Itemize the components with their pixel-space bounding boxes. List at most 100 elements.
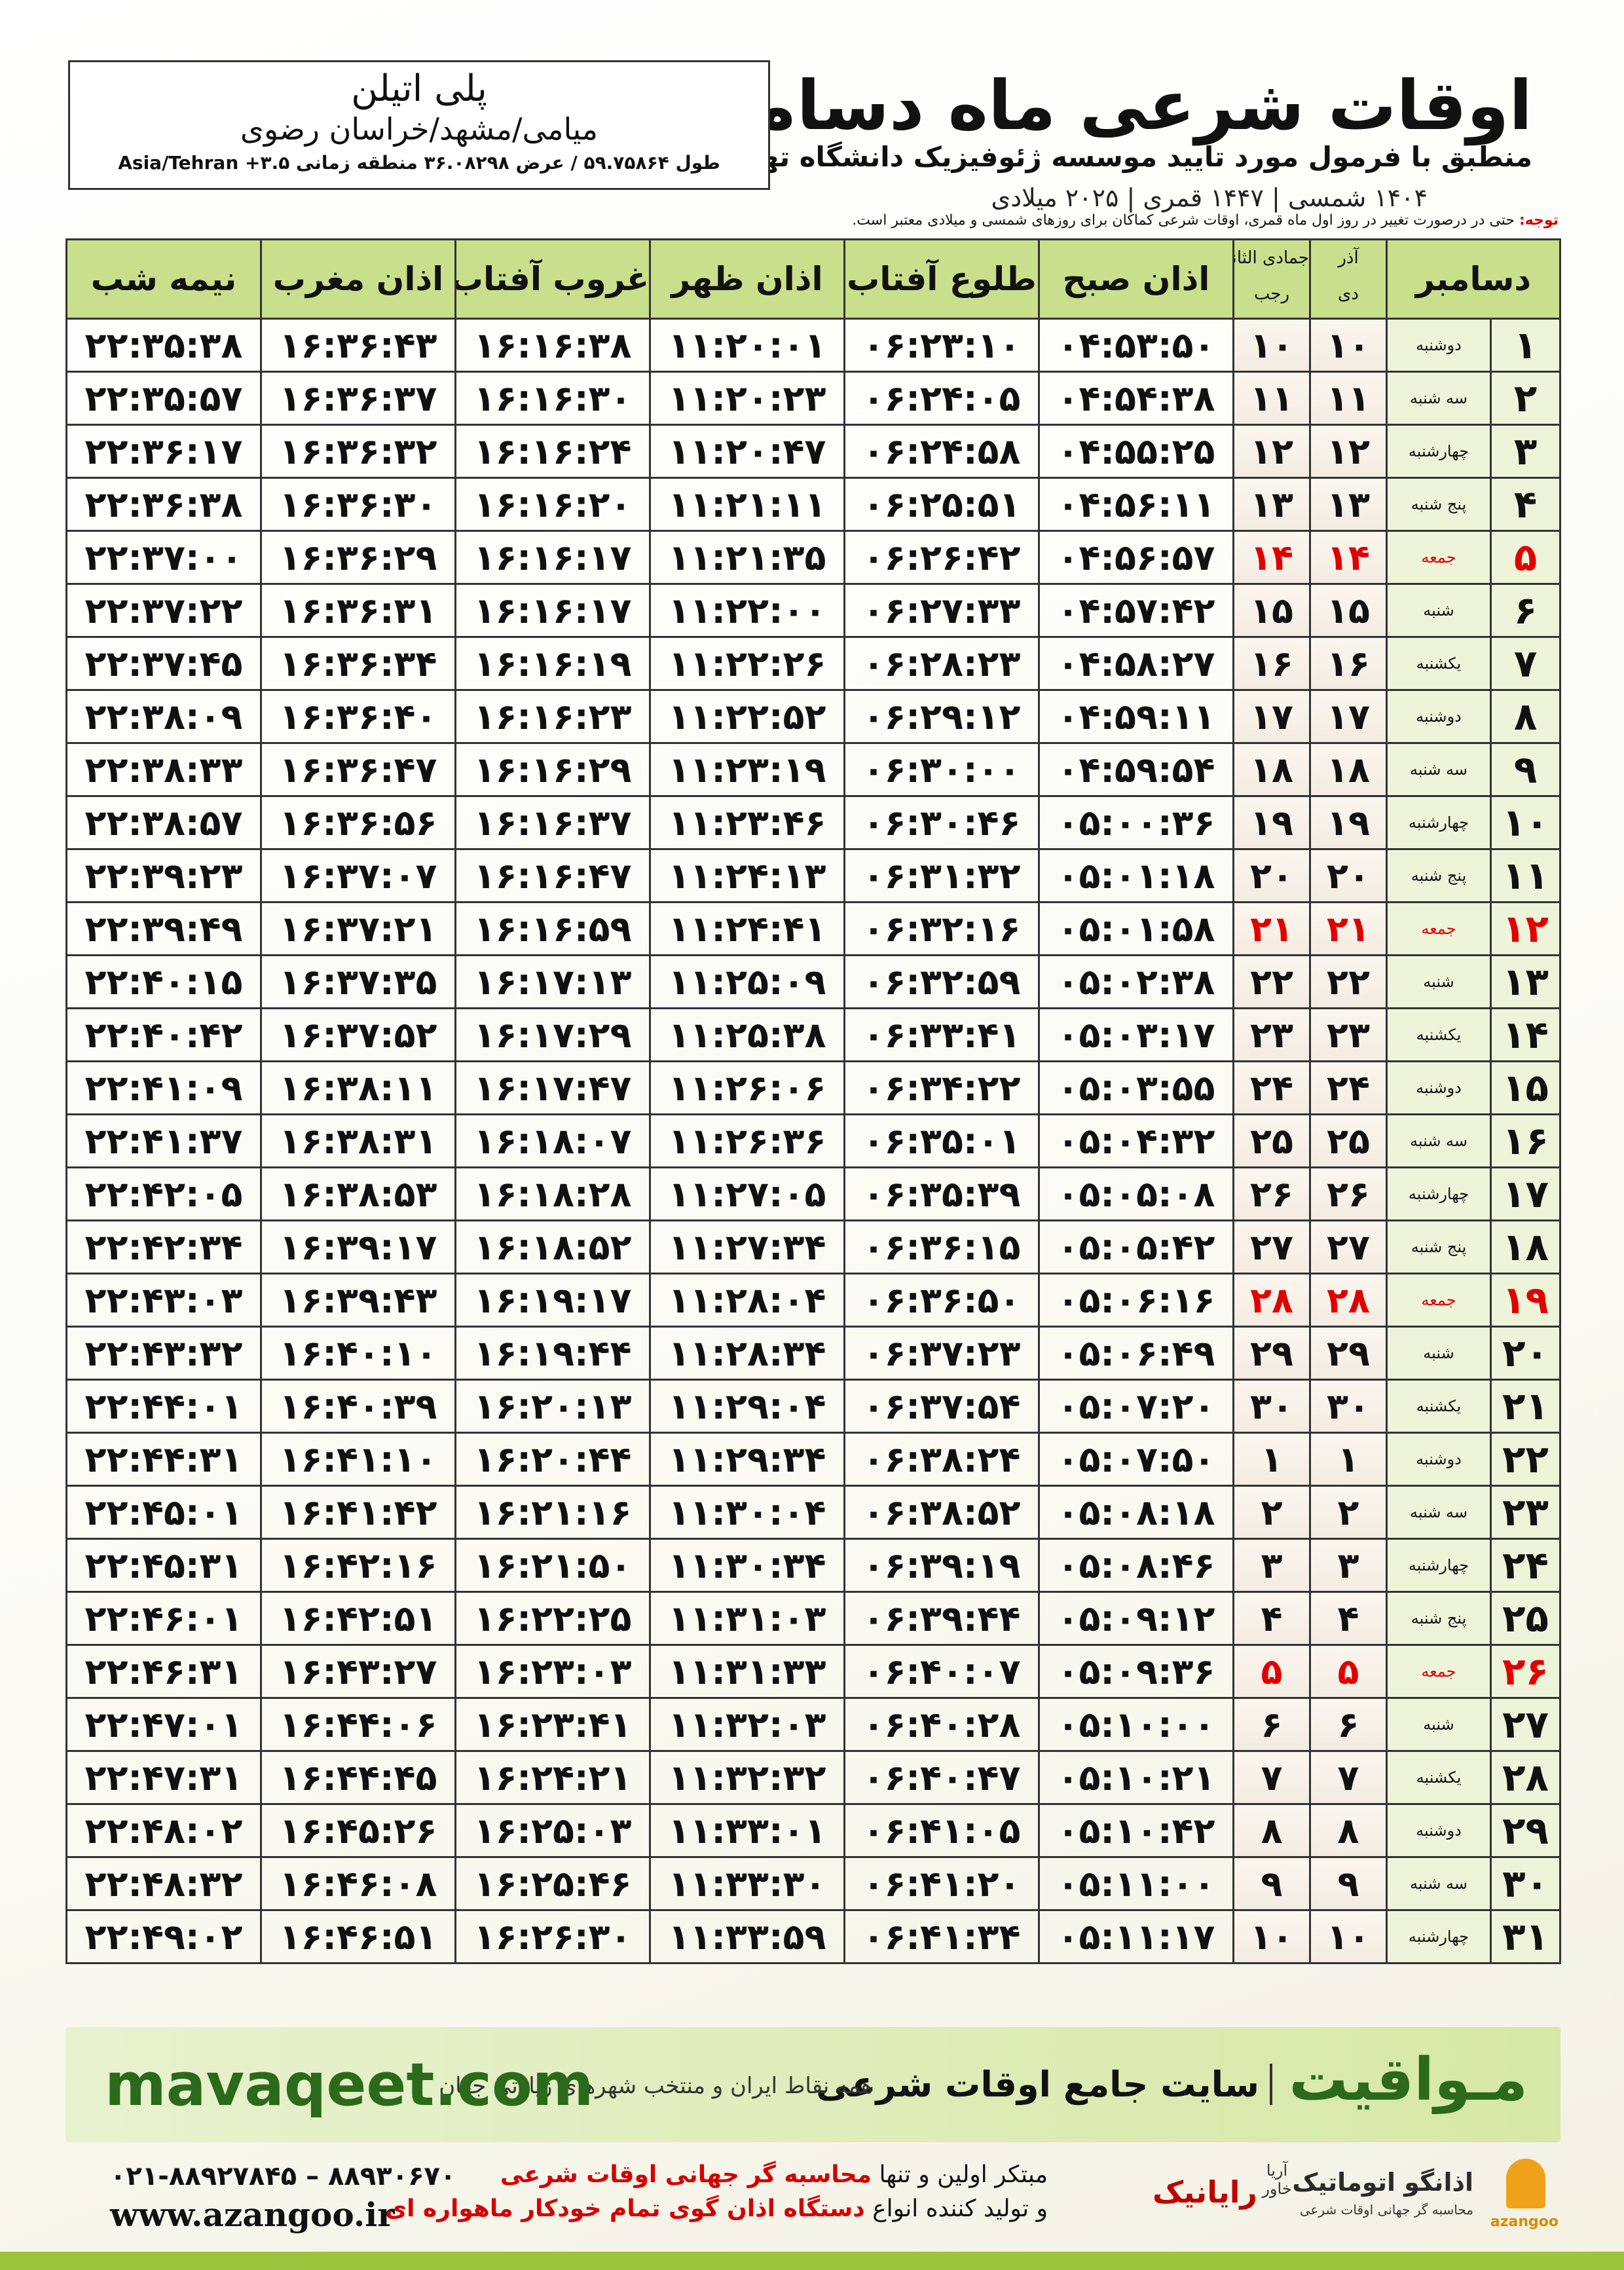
weekday: چهارشنبه [1385,1538,1492,1593]
weekday: جمعه [1385,1644,1492,1699]
time-cell: ۱۱:۲۲:۲۶ [649,636,845,691]
lunar-day: ۱۸ [1232,742,1311,797]
weekday: سه شنبه [1385,1856,1492,1911]
time-cell: ۰۵:۰۷:۵۰ [1038,1432,1234,1487]
time-cell: ۲۲:۴۱:۳۷ [65,1113,262,1168]
jalali-day: ۲۹ [1309,1326,1388,1381]
time-cell: ۰۵:۰۳:۱۷ [1038,1007,1234,1062]
logo-text: azangoo [1490,2214,1559,2230]
note: توجه: حتی در درصورت تغییر در روز اول ماه… [852,212,1559,229]
table-row: ۱۸ پنج شنبه ۲۷ ۲۷ ۰۵:۰۵:۴۲ ۰۶:۳۶:۱۵ ۱۱:۲۷:۳۴ ۱۶… [65,1219,1562,1275]
weekday: یکشنبه [1385,1750,1492,1805]
time-cell: ۱۱:۳۰:۰۴ [649,1485,845,1540]
time-cell: ۱۱:۳۲:۰۳ [649,1697,845,1752]
time-cell: ۰۵:۱۰:۲۱ [1038,1750,1234,1805]
time-cell: ۱۶:۲۳:۴۱ [454,1697,651,1752]
jalali-day: ۱۶ [1309,636,1388,691]
time-cell: ۱۶:۱۶:۳۰ [454,371,651,426]
time-cell: ۰۵:۰۸:۱۸ [1038,1485,1234,1540]
time-cell: ۰۵:۰۹:۳۶ [1038,1644,1234,1699]
time-cell: ۲۲:۴۲:۰۵ [65,1166,262,1221]
lunar-day: ۲۸ [1232,1273,1311,1328]
jalali-day: ۱۱ [1309,371,1388,426]
footer-text: مبتکر اولین و تنها [879,2161,1048,2188]
lunar-day: ۱۰ [1232,1909,1311,1964]
subline: همه نقاط ایران و منتخب شهرهای زیارتی جها… [439,2073,873,2099]
weekday: دوشنبه [1385,689,1492,744]
time-cell: ۰۶:۳۵:۳۹ [843,1166,1040,1221]
time-cell: ۰۶:۳۷:۲۳ [843,1326,1040,1381]
time-cell: ۱۶:۳۶:۳۷ [260,371,456,426]
time-cell: ۰۶:۲۹:۱۲ [843,689,1040,744]
location-name: پلی اتیلن [351,67,487,110]
time-cell: ۱۱:۲۸:۳۴ [649,1326,845,1381]
time-cell: ۱۶:۱۸:۵۲ [454,1219,651,1275]
time-cell: ۱۶:۴۵:۲۶ [260,1803,456,1858]
time-cell: ۲۲:۴۰:۴۲ [65,1007,262,1062]
time-cell: ۱۶:۲۱:۵۰ [454,1538,651,1593]
time-cell: ۱۶:۲۶:۳۰ [454,1909,651,1964]
time-cell: ۰۶:۳۲:۵۹ [843,954,1040,1009]
time-cell: ۱۶:۳۶:۳۱ [260,583,456,638]
month-header: دسامبر [1385,238,1562,320]
jalali-day: ۱۳ [1309,477,1388,532]
weekday: یکشنبه [1385,1379,1492,1434]
table-row: ۱۱ پنج شنبه ۲۰ ۲۰ ۰۵:۰۱:۱۸ ۰۶:۳۱:۳۲ ۱۱:۲۴:۱۳ ۱۶… [65,848,1562,903]
time-cell: ۱۶:۱۶:۲۹ [454,742,651,797]
time-cell: ۱۶:۳۸:۵۳ [260,1166,456,1221]
time-cell: ۲۲:۳۷:۴۵ [65,636,262,691]
time-cell: ۱۶:۳۶:۳۴ [260,636,456,691]
weekday: پنج شنبه [1385,1219,1492,1275]
column-header: نیمه شب [65,238,262,320]
jalali-day: ۲۵ [1309,1113,1388,1168]
time-cell: ۱۶:۳۷:۲۱ [260,901,456,956]
weekday: جمعه [1385,530,1492,585]
lunar-day: ۲۱ [1232,901,1311,956]
time-cell: ۰۵:۰۹:۱۲ [1038,1591,1234,1646]
weekday: دوشنبه [1385,1803,1492,1858]
footer-line: مبتکر اولین و تنها محاسبه گر جهانی اوقات… [500,2161,1048,2188]
table-row: ۱۹ جمعه ۲۸ ۲۸ ۰۵:۰۶:۱۶ ۰۶:۳۶:۵۰ ۱۱:۲۸:۰۴ ۱۶:۱۹:… [65,1273,1562,1328]
time-cell: ۰۶:۲۴:۰۵ [843,371,1040,426]
jalali-day: ۱۰ [1309,1909,1388,1964]
day-number: ۴ [1490,477,1562,532]
table-row: ۲۹ دوشنبه ۸ ۸ ۰۵:۱۰:۴۲ ۰۶:۴۱:۰۵ ۱۱:۳۳:۰۱ ۱۶:۲۵:… [65,1803,1562,1858]
time-cell: ۱۱:۳۲:۳۲ [649,1750,845,1805]
table-row: ۳۰ سه شنبه ۹ ۹ ۰۵:۱۱:۰۰ ۰۶:۴۱:۲۰ ۱۱:۳۳:۳۰ ۱۶:۲۵… [65,1856,1562,1911]
lunar-day: ۱۱ [1232,371,1311,426]
time-cell: ۱۶:۱۶:۱۷ [454,583,651,638]
day-number: ۱۲ [1490,901,1562,956]
lunar-day: ۳۰ [1232,1379,1311,1434]
lunar-day: ۱۵ [1232,583,1311,638]
time-cell: ۰۶:۳۲:۱۶ [843,901,1040,956]
time-cell: ۰۶:۲۸:۲۳ [843,636,1040,691]
time-cell: ۰۶:۲۷:۳۳ [843,583,1040,638]
table-row: ۱۷ چهارشنبه ۲۶ ۲۶ ۰۵:۰۵:۰۸ ۰۶:۳۵:۳۹ ۱۱:۲۷:۰۵ ۱۶… [65,1166,1562,1221]
time-cell: ۰۴:۵۶:۱۱ [1038,477,1234,532]
day-number: ۲۹ [1490,1803,1562,1858]
day-number: ۲۱ [1490,1379,1562,1434]
jalali-day: ۱۵ [1309,583,1388,638]
lunar-day: ۱۹ [1232,795,1311,850]
time-cell: ۰۴:۵۹:۵۴ [1038,742,1234,797]
time-cell: ۱۶:۴۶:۰۸ [260,1856,456,1911]
day-number: ۱۷ [1490,1166,1562,1221]
time-cell: ۰۵:۰۶:۴۹ [1038,1326,1234,1381]
time-cell: ۱۶:۴۱:۴۲ [260,1485,456,1540]
time-cell: ۰۶:۴۰:۰۷ [843,1644,1040,1699]
table-row: ۱۴ یکشنبه ۲۳ ۲۳ ۰۵:۰۳:۱۷ ۰۶:۳۳:۴۱ ۱۱:۲۵:۳۸ ۱۶:۱… [65,1007,1562,1062]
time-cell: ۱۶:۱۶:۳۸ [454,318,651,373]
time-cell: ۱۱:۳۳:۰۱ [649,1803,845,1858]
day-number: ۱۵ [1490,1060,1562,1115]
time-cell: ۱۶:۳۸:۱۱ [260,1060,456,1115]
time-cell: ۱۶:۱۷:۱۳ [454,954,651,1009]
time-cell: ۰۶:۴۱:۰۵ [843,1803,1040,1858]
time-cell: ۰۶:۳۳:۴۱ [843,1007,1040,1062]
time-cell: ۲۲:۴۷:۳۱ [65,1750,262,1805]
time-cell: ۱۶:۱۷:۲۹ [454,1007,651,1062]
lunar-day: ۵ [1232,1644,1311,1699]
time-cell: ۰۶:۴۱:۳۴ [843,1909,1040,1964]
weekday: سه شنبه [1385,742,1492,797]
note-text: حتی در درصورت تغییر در روز اول ماه قمری،… [852,212,1515,229]
time-cell: ۱۶:۴۰:۳۹ [260,1379,456,1434]
